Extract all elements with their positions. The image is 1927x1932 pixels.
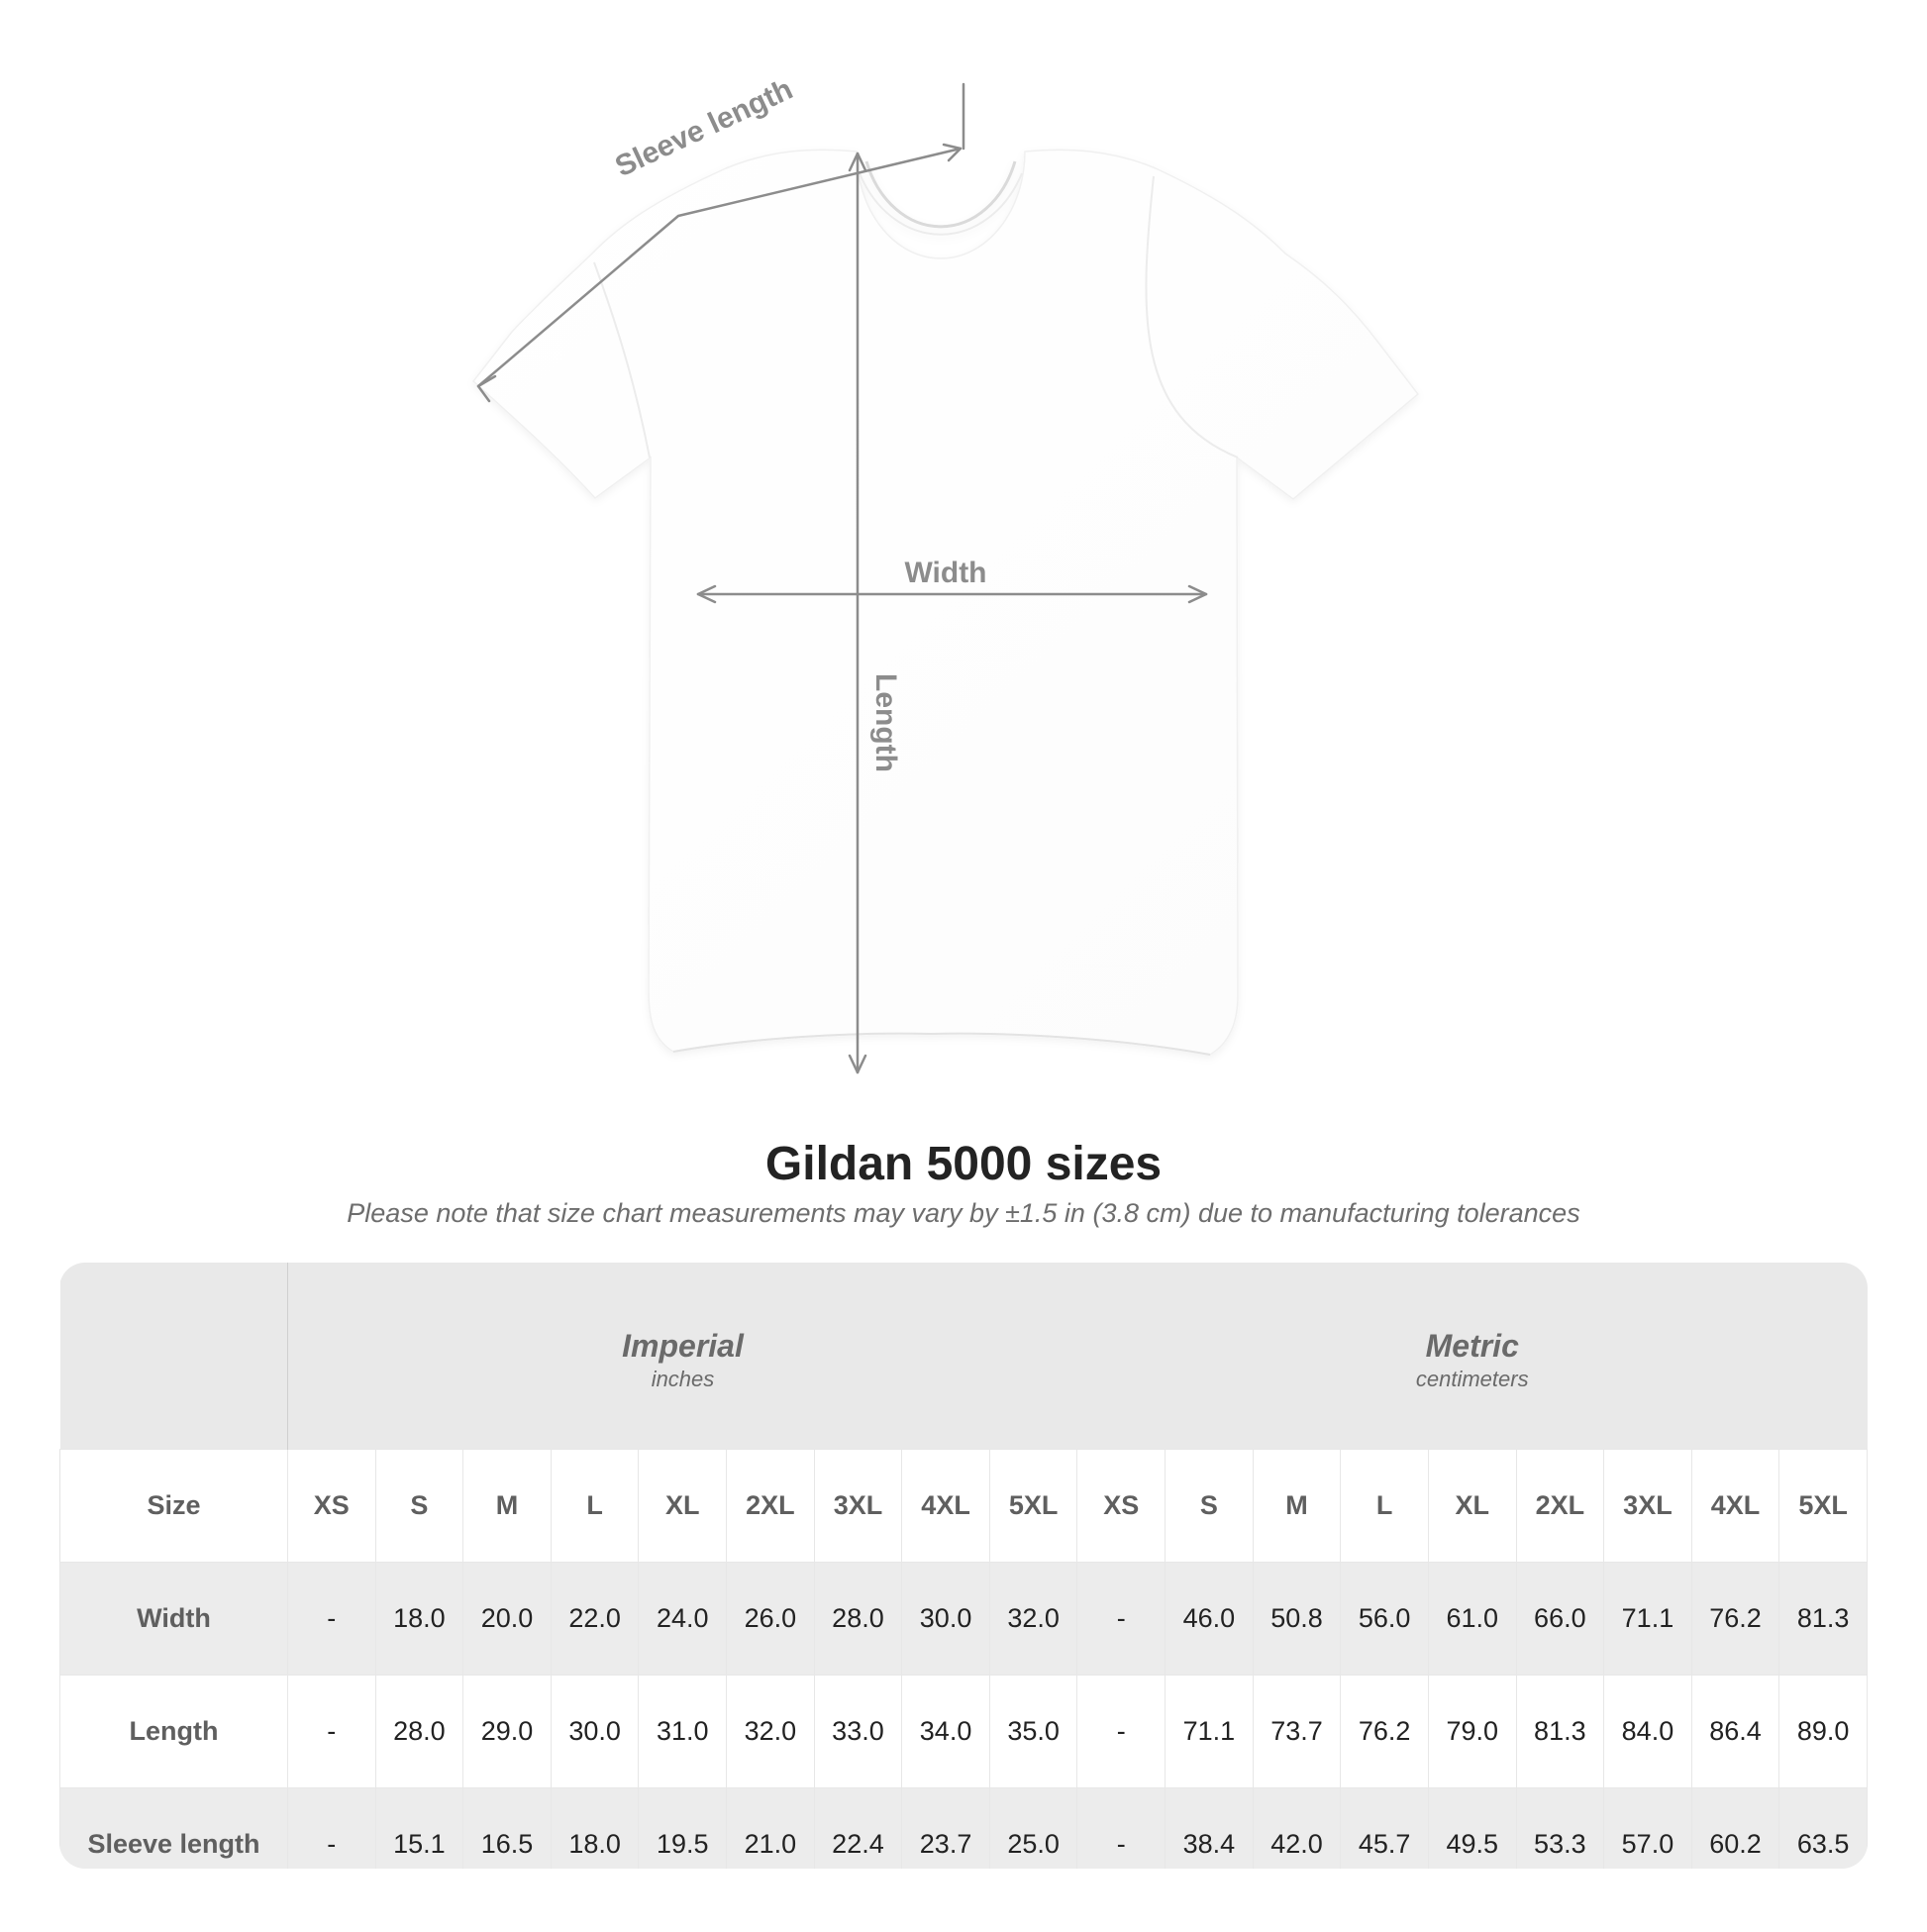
svg-text:Length: Length [869,673,902,772]
svg-text:Width: Width [904,557,986,589]
